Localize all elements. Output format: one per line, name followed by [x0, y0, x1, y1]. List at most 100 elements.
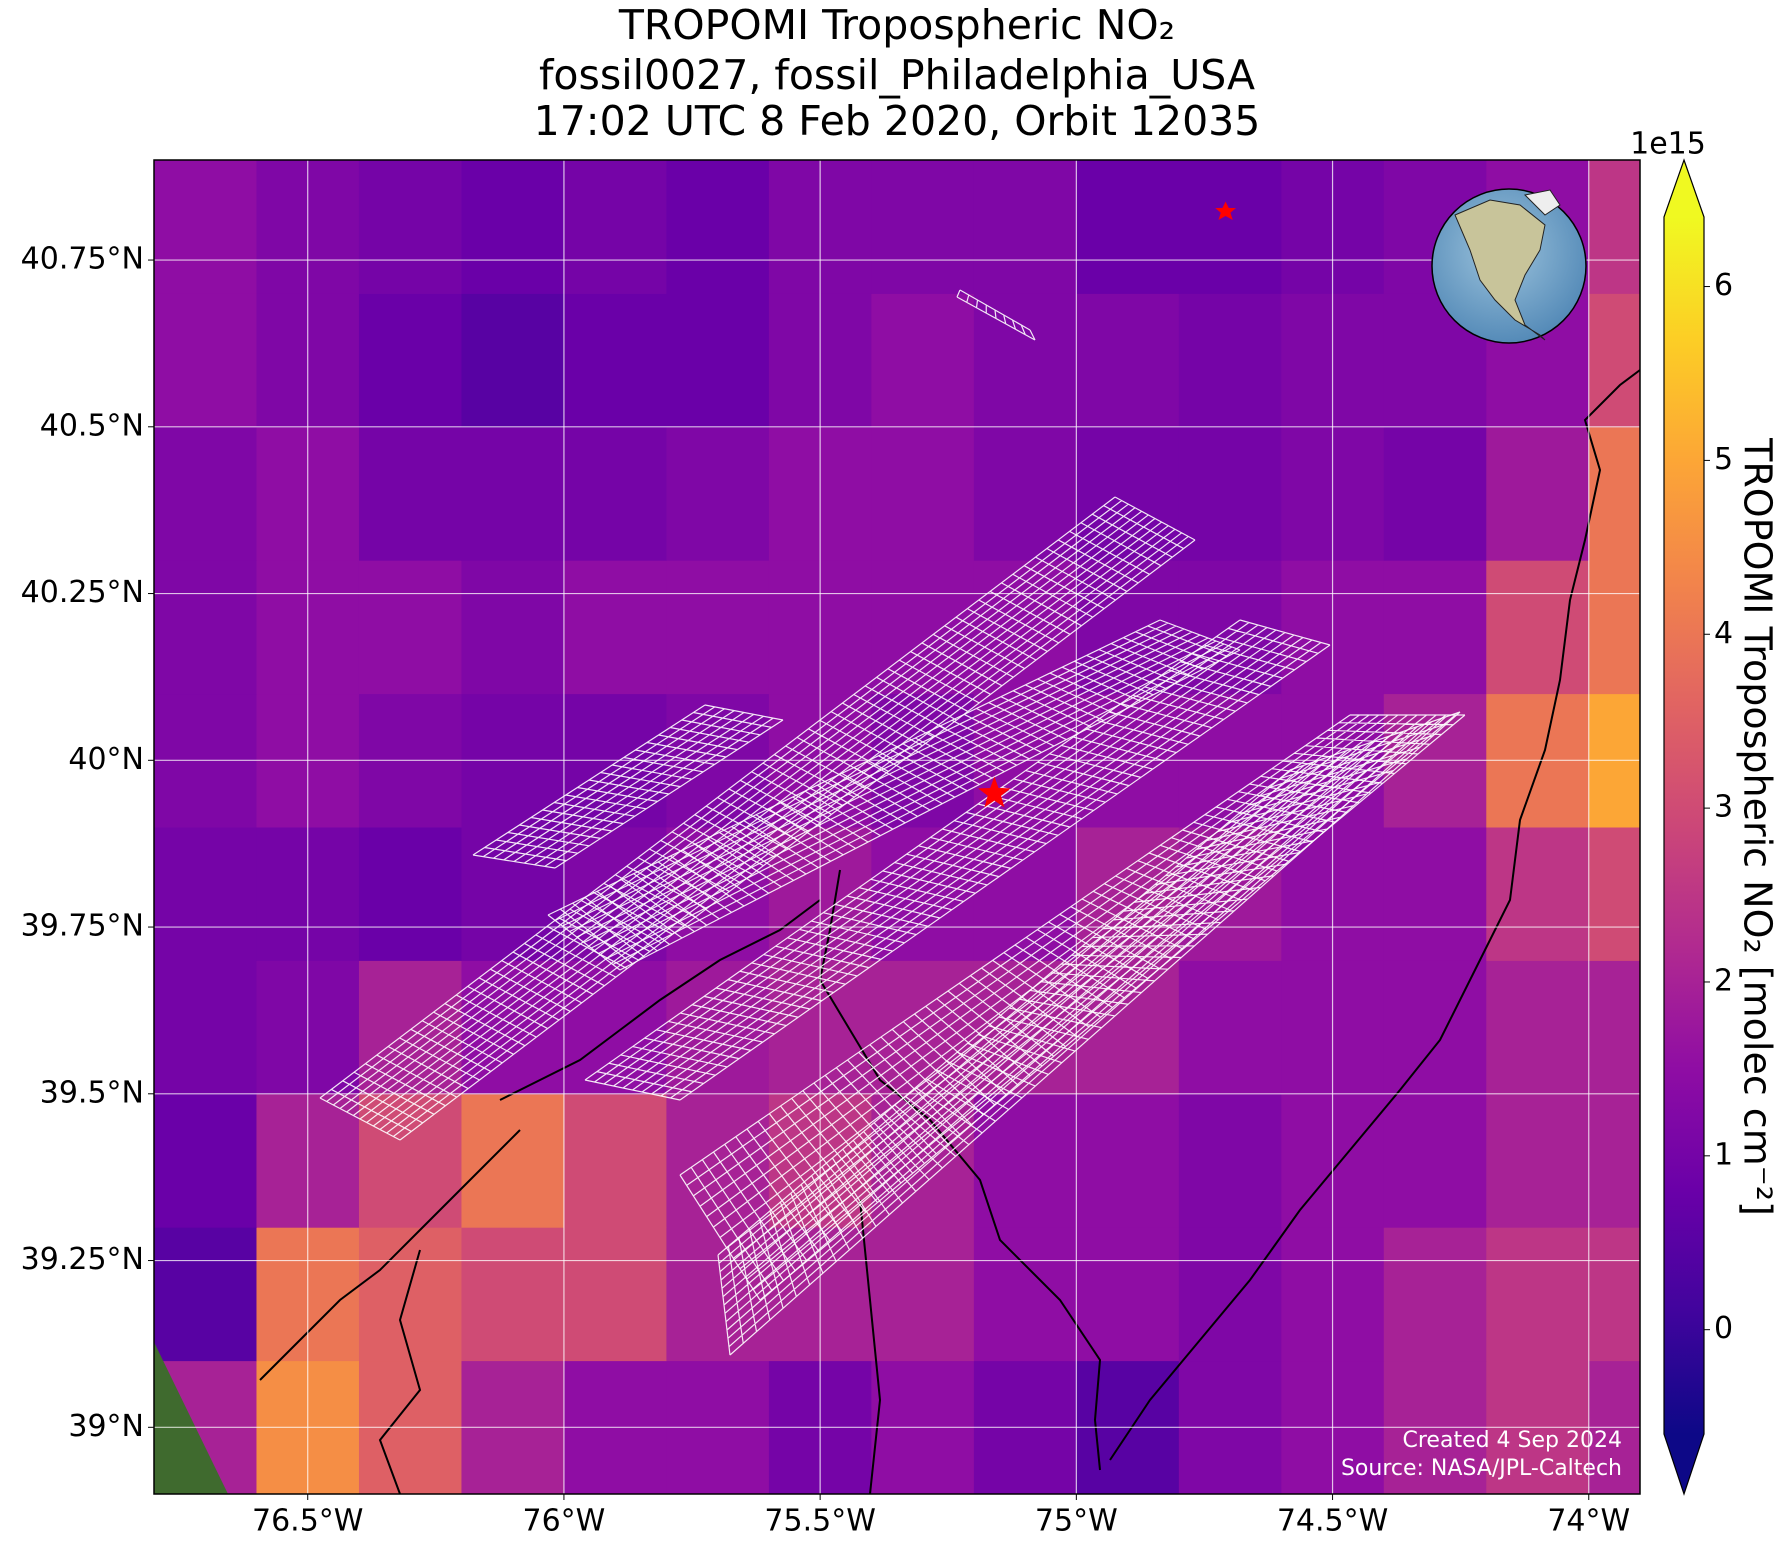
- heatmap-cell: [358, 293, 462, 428]
- heatmap-cell: [1178, 293, 1282, 428]
- heatmap-cell: [1076, 293, 1180, 428]
- credit: Source: NASA/JPL-Caltech: [1341, 1456, 1622, 1481]
- heatmap-cell: [358, 426, 462, 561]
- heatmap-cell: [563, 160, 667, 294]
- heatmap-cell: [154, 960, 257, 1095]
- heatmap-cell: [871, 293, 975, 428]
- heatmap-cell: [154, 426, 257, 561]
- heatmap-cell: [871, 426, 975, 561]
- heatmap-cell: [1076, 1227, 1180, 1362]
- heatmap-cell: [1588, 960, 1640, 1095]
- heatmap-cell: [461, 1093, 565, 1228]
- heatmap-cell: [1178, 1093, 1282, 1228]
- heatmap-cell: [563, 1227, 667, 1362]
- heatmap-cell: [1486, 827, 1590, 961]
- x-tick-label: 75°W: [1035, 1504, 1118, 1539]
- heatmap-cell: [1076, 160, 1180, 294]
- x-tick-label: 74°W: [1547, 1504, 1630, 1539]
- heatmap-cell: [1588, 1227, 1640, 1362]
- heatmap-cell: [1178, 1227, 1282, 1362]
- colorbar-tick-label: 5: [1714, 442, 1733, 477]
- heatmap-cell: [1588, 560, 1640, 695]
- heatmap-cell: [1076, 1093, 1180, 1228]
- coastline: [818, 869, 1102, 1471]
- heatmap-cell: [1588, 293, 1640, 428]
- heatmap-cell: [358, 160, 462, 294]
- land-image: [154, 1342, 228, 1494]
- colorbar: 0 1 2 3 4 5 6 1e15 TROPOMI Tropospheric NO₂ [mol…: [1630, 127, 1780, 1496]
- heatmap-cell: [666, 1227, 770, 1362]
- globe-land: [1523, 189, 1561, 216]
- heatmap-cell: [1383, 1227, 1487, 1362]
- heatmap-cell: [154, 293, 257, 428]
- y-tick-label: 39.75°N: [21, 909, 144, 944]
- globe-inset: [1215, 188, 1587, 344]
- heatmap-cell: [871, 960, 975, 1095]
- heatmap-cell: [563, 560, 667, 695]
- heatmap-cell: [563, 960, 667, 1095]
- y-tick-label: 40.75°N: [21, 242, 144, 277]
- x-tick-label: 75.5°W: [764, 1504, 875, 1539]
- heatmap-cell: [1178, 827, 1282, 961]
- heatmap-cell: [461, 160, 565, 294]
- y-tick-label: 39.25°N: [21, 1242, 144, 1277]
- title-line: TROPOMI Tropospheric NO₂: [618, 1, 1175, 49]
- heatmap-cell: [1486, 960, 1590, 1095]
- heatmap-cell: [973, 160, 1077, 294]
- heatmap-cell: [1383, 827, 1487, 961]
- heatmap-cell: [1383, 1093, 1487, 1228]
- globe-site: [1215, 201, 1236, 220]
- heatmap-cell: [1486, 560, 1590, 695]
- colorbar-body: [1664, 217, 1704, 1434]
- x-tick-label: 76.5°W: [252, 1504, 363, 1539]
- heatmap-cell: [563, 293, 667, 428]
- heatmap-cell: [461, 560, 565, 695]
- y-tick-label: 40.25°N: [21, 575, 144, 610]
- colorbar-tick-label: 6: [1714, 268, 1733, 303]
- heatmap-cell: [666, 293, 770, 428]
- heatmap-cell: [1486, 1227, 1590, 1362]
- colorbar-tick-label: 0: [1714, 1311, 1733, 1346]
- heatmap-cell: [666, 960, 770, 1095]
- footprint-grids: [319, 289, 1466, 1356]
- title-line: fossil0027, fossil_Philadelphia_USA: [539, 51, 1255, 99]
- heatmap-cell: [1588, 426, 1640, 561]
- heatmap-cell: [358, 560, 462, 695]
- heatmap-cell: [1383, 560, 1487, 695]
- heatmap-cell: [358, 827, 462, 961]
- colorbar-offset: 1e15: [1630, 127, 1706, 162]
- heatmap-cell: [154, 827, 257, 961]
- heatmap-cell: [973, 293, 1077, 428]
- footprint-grid: [584, 619, 1331, 1101]
- y-tick-label: 39°N: [68, 1409, 144, 1444]
- heatmap-cell: [666, 560, 770, 695]
- heatmap-cell: [973, 827, 1077, 961]
- colorbar-tick-label: 1: [1714, 1137, 1733, 1172]
- heatmap-cell: [1178, 426, 1282, 561]
- title-line: 17:02 UTC 8 Feb 2020, Orbit 12035: [534, 97, 1261, 145]
- heatmap-cell: [1383, 426, 1487, 561]
- heatmap-cell: [154, 560, 257, 695]
- heatmap-cell: [973, 1227, 1077, 1362]
- heatmap-cell: [666, 160, 770, 294]
- heatmap-cell: [666, 1093, 770, 1228]
- heatmap-cell: [154, 160, 257, 294]
- heatmap-cell: [1588, 827, 1640, 961]
- x-tick-label: 74.5°W: [1277, 1504, 1388, 1539]
- colorbar-extend: [1664, 1434, 1704, 1494]
- heatmap-cell: [154, 1227, 257, 1362]
- map-overlay: [154, 369, 1640, 1494]
- y-tick-label: 40°N: [68, 742, 144, 777]
- colorbar-outline: [1663, 158, 1705, 1496]
- heatmap-cell: [1383, 960, 1487, 1095]
- heatmap-cell: [871, 160, 975, 294]
- footprint-grid: [547, 619, 1241, 971]
- colorbar-tick-label: 4: [1714, 616, 1733, 651]
- y-tick-label: 40.5°N: [40, 408, 144, 443]
- colorbar-extend: [1664, 160, 1704, 217]
- credit: Created 4 Sep 2024: [1403, 1428, 1623, 1453]
- heatmap-cell: [871, 1227, 975, 1362]
- heatmap-cell: [461, 827, 565, 961]
